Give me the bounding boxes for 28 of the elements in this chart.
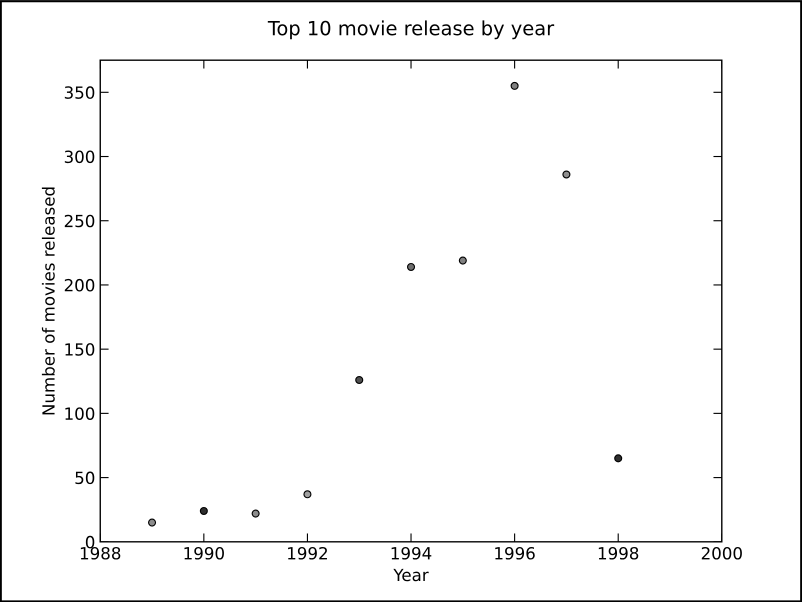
y-tick-label: 150 (65, 343, 94, 356)
x-tick-label: 2000 (702, 546, 742, 560)
point (407, 262, 416, 271)
y-tick-label: 100 (65, 407, 94, 420)
y-tick-label: 350 (64, 86, 94, 99)
x-tick-label: 1990 (184, 546, 224, 560)
y-tick-label: 50 (75, 472, 94, 484)
x-tick-label: 1998 (598, 546, 638, 560)
y-tick-label: 200 (64, 278, 94, 292)
y-tick-label: 250 (64, 214, 94, 228)
point (510, 82, 519, 90)
y-tick-label: 0 (86, 536, 94, 548)
x-tick-label: 1992 (288, 546, 327, 560)
point (303, 490, 312, 498)
point (562, 170, 570, 179)
point (252, 510, 260, 518)
x-tick-label: 1988 (80, 546, 120, 560)
point (614, 454, 622, 462)
chart-title: Top 10 movie release by year (268, 20, 554, 40)
point (200, 506, 208, 516)
point (355, 376, 364, 384)
y-axis-title: Number of movies released (42, 187, 55, 414)
point (148, 518, 156, 527)
y-tick-label: 300 (64, 150, 94, 164)
x-tick-label: 1994 (392, 546, 432, 560)
x-tick-label: 1996 (495, 546, 535, 560)
point (458, 256, 467, 265)
x-axis-title: Year (393, 568, 429, 582)
